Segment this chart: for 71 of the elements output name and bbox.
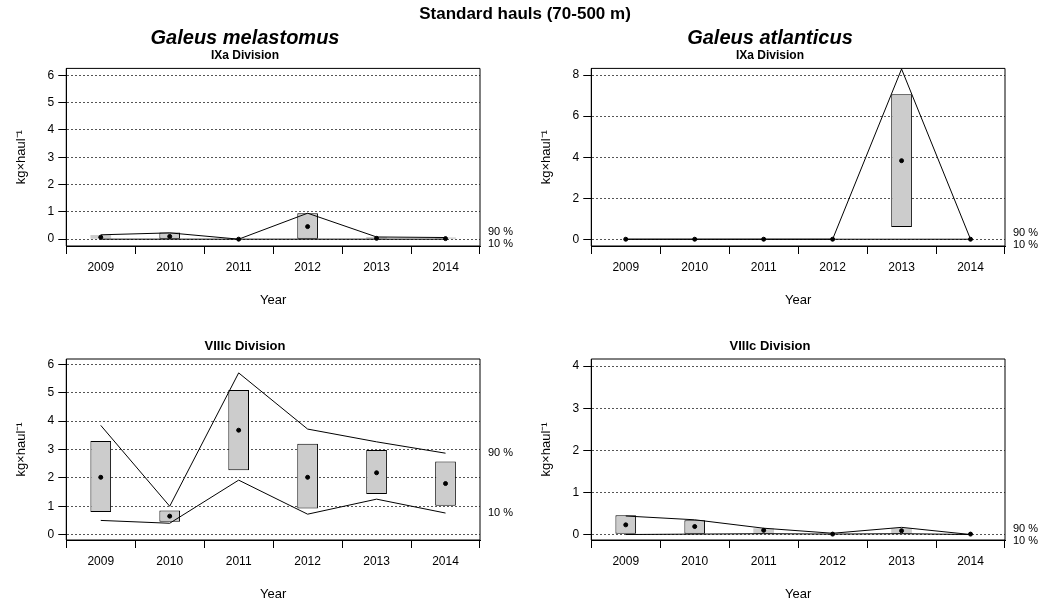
chart-title: VIIIc Division bbox=[204, 338, 286, 354]
x-axis-title: Year bbox=[260, 291, 287, 307]
chart-title: VIIIc Division bbox=[729, 338, 811, 354]
y-axis-title: kg×haul⁻¹ bbox=[538, 421, 554, 477]
x-tick-label: 2011 bbox=[225, 553, 252, 568]
x-tick-label: 2009 bbox=[612, 553, 640, 568]
x-tick-label: 2014 bbox=[957, 553, 985, 568]
text: Standard hauls (70-500 m) bbox=[418, 4, 632, 24]
y-axis-title: kg×haul⁻¹ bbox=[538, 129, 554, 185]
x-tick-label: 2009 bbox=[87, 259, 115, 274]
y-tick-label: 5 bbox=[47, 94, 55, 109]
y-tick-label: 2 bbox=[47, 470, 55, 485]
y-tick-label: 8 bbox=[572, 67, 580, 82]
x-axis-title: Year bbox=[260, 585, 287, 601]
x-tick-label: 2009 bbox=[87, 553, 115, 568]
x-tick-label: 2014 bbox=[432, 553, 460, 568]
x-tick-label: 2014 bbox=[957, 259, 985, 274]
text: 90 % bbox=[1013, 521, 1039, 534]
y-tick-label: 1 bbox=[47, 498, 55, 513]
y-tick-label: 3 bbox=[47, 441, 55, 456]
text: 90 % bbox=[488, 225, 514, 238]
text: 10 % bbox=[488, 506, 514, 519]
x-tick-label: 2009 bbox=[612, 259, 640, 274]
x-tick-label: 2010 bbox=[156, 553, 184, 568]
y-tick-label: 0 bbox=[572, 526, 580, 541]
y-tick-label: 2 bbox=[572, 442, 580, 457]
y-tick-label: 6 bbox=[47, 356, 55, 371]
y-axis-title: kg×haul⁻¹ bbox=[13, 421, 29, 477]
y-tick-label: 0 bbox=[47, 231, 55, 246]
legend-label: 10 % bbox=[1013, 238, 1039, 251]
x-tick-label: 2010 bbox=[681, 259, 709, 274]
x-tick-label: 2011 bbox=[225, 259, 252, 274]
chart-title: Galeus melastomus bbox=[150, 25, 340, 48]
y-tick-label: 6 bbox=[47, 67, 55, 82]
y-tick-label: 1 bbox=[47, 204, 55, 219]
text: 90 % bbox=[488, 446, 514, 459]
x-tick-label: 2013 bbox=[363, 259, 391, 274]
y-tick-label: 6 bbox=[572, 108, 580, 123]
x-tick-label: 2014 bbox=[432, 259, 460, 274]
x-tick-label: 2012 bbox=[819, 259, 847, 274]
x-tick-label: 2011 bbox=[750, 553, 777, 568]
y-tick-label: 0 bbox=[572, 231, 580, 246]
x-tick-label: 2012 bbox=[294, 553, 322, 568]
y-tick-label: 4 bbox=[47, 122, 55, 137]
y-tick-label: 4 bbox=[47, 413, 55, 428]
y-tick-label: 0 bbox=[47, 526, 55, 541]
legend-label: 10 % bbox=[488, 237, 514, 250]
y-tick-label: 4 bbox=[572, 149, 580, 164]
x-axis-title: Year bbox=[785, 291, 812, 307]
x-tick-label: 2010 bbox=[681, 553, 709, 568]
chart-subtitle: IXa Division bbox=[735, 47, 805, 62]
x-tick-label: 2010 bbox=[156, 259, 184, 274]
chart-title: Galeus atlanticus bbox=[687, 25, 853, 48]
x-tick-label: 2012 bbox=[294, 259, 322, 274]
chart-subtitle: IXa Division bbox=[210, 47, 280, 62]
y-tick-label: 1 bbox=[572, 484, 580, 499]
text: 90 % bbox=[1013, 226, 1039, 239]
x-tick-label: 2013 bbox=[888, 259, 916, 274]
x-tick-label: 2012 bbox=[819, 553, 847, 568]
x-tick-label: 2013 bbox=[363, 553, 391, 568]
x-tick-label: 2011 bbox=[750, 259, 777, 274]
text: 10 % bbox=[1013, 533, 1039, 546]
y-axis-title: kg×haul⁻¹ bbox=[13, 129, 29, 185]
y-tick-label: 3 bbox=[572, 400, 580, 415]
y-tick-label: 2 bbox=[47, 176, 55, 191]
y-tick-label: 2 bbox=[572, 190, 580, 205]
y-tick-label: 4 bbox=[572, 358, 580, 373]
x-axis-title: Year bbox=[785, 585, 812, 601]
x-tick-label: 2013 bbox=[888, 553, 916, 568]
y-tick-label: 5 bbox=[47, 385, 55, 400]
y-tick-label: 3 bbox=[47, 149, 55, 164]
